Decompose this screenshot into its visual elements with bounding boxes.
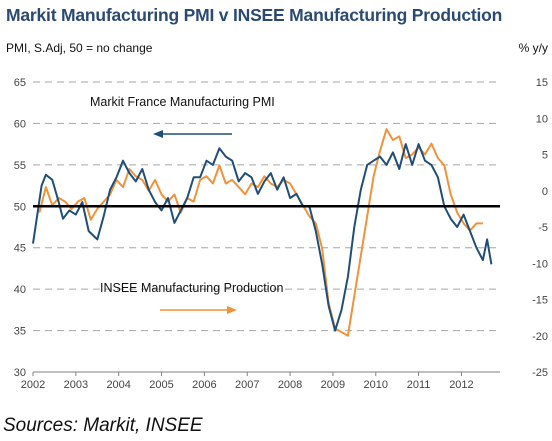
right-tick-label: 0	[542, 186, 548, 198]
left-tick-label: 60	[14, 118, 26, 130]
production-arrow	[160, 306, 237, 314]
x-tick-label: 2003	[64, 379, 88, 391]
right-tick-label: -10	[532, 258, 548, 270]
series-layer	[32, 128, 493, 337]
grid-layer: 30 35 40 45 50 55 60 65 -25 -20 -15 -10 -5 0 5 10 15 2002…	[14, 77, 548, 391]
x-tick-label: 2011	[407, 379, 431, 391]
right-tick-label: 15	[536, 77, 548, 89]
x-tick-label: 2007	[235, 379, 259, 391]
left-tick-label: 45	[14, 243, 26, 255]
pmi-arrow	[153, 130, 232, 138]
x-tick-label: 2012	[449, 379, 473, 391]
left-tick-label: 30	[14, 367, 26, 379]
x-tick-label: 2010	[364, 379, 388, 391]
x-tick-label: 2002	[21, 379, 45, 391]
x-tick-label: 2005	[149, 379, 173, 391]
right-axis-label: % y/y	[519, 41, 548, 55]
right-tick-label: -5	[538, 222, 548, 234]
left-tick-label: 40	[14, 284, 26, 296]
left-tick-label: 50	[14, 201, 26, 213]
left-tick-label: 65	[14, 77, 26, 89]
x-tick-label: 2004	[106, 379, 130, 391]
annotation-layer: Markit France Manufacturing PMI INSEE Ma…	[90, 95, 283, 314]
left-tick-label: 55	[14, 160, 26, 172]
production-series-line	[38, 128, 483, 337]
pmi-annotation: Markit France Manufacturing PMI	[90, 95, 275, 109]
right-tick-label: -20	[532, 331, 548, 343]
left-tick-label: 35	[14, 326, 26, 338]
right-tick-label: -15	[532, 295, 548, 307]
production-annotation: INSEE Manufacturing Production	[100, 281, 283, 295]
chart-title: Markit Manufacturing PMI v INSEE Manufac…	[6, 5, 503, 25]
right-tick-label: 10	[536, 113, 548, 125]
right-tick-label: 5	[542, 150, 548, 162]
x-tick-label: 2008	[278, 379, 302, 391]
pmi-series-line	[32, 143, 493, 332]
right-tick-label: -25	[532, 367, 548, 379]
x-tick-label: 2009	[321, 379, 345, 391]
axis-layer: PMI, S.Adj, 50 = no change % y/y	[6, 41, 548, 373]
source-note: Sources: Markit, INSEE	[3, 415, 203, 436]
left-axis-label: PMI, S.Adj, 50 = no change	[6, 41, 153, 55]
x-tick-label: 2006	[192, 379, 216, 391]
